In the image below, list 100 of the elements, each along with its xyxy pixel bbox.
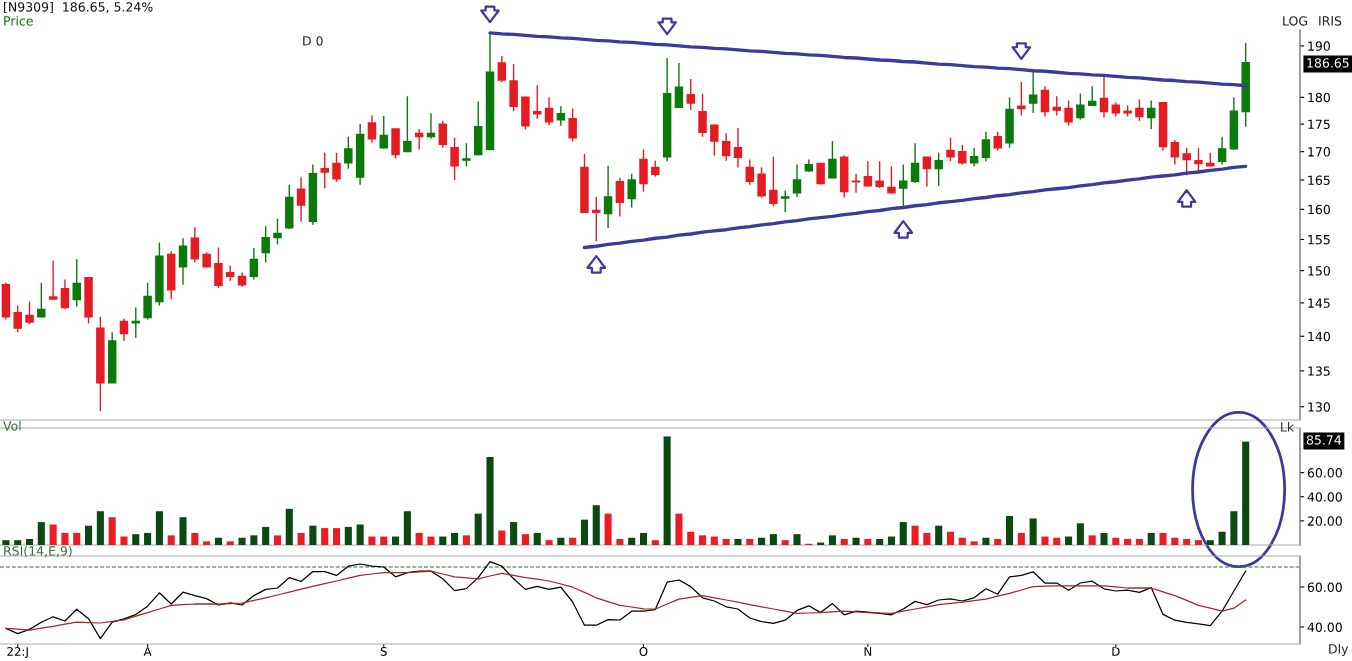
candlestick <box>249 247 259 281</box>
bar <box>262 526 270 545</box>
bar <box>380 536 388 545</box>
bar <box>1159 532 1167 545</box>
bar <box>651 540 659 545</box>
candlestick <box>190 226 200 264</box>
bar <box>1112 537 1120 545</box>
y-tick-label: 175 <box>1308 119 1330 130</box>
candlestick <box>533 84 542 120</box>
y-tick-label: 60.00 <box>1307 582 1342 592</box>
bar <box>628 537 636 545</box>
bar <box>1218 531 1226 545</box>
y-axis-title: Lk <box>1281 421 1295 432</box>
candlestick <box>72 258 81 308</box>
y-tick-label: 40.00 <box>1307 492 1342 502</box>
candlestick <box>1087 85 1097 107</box>
bar <box>675 513 683 545</box>
bar <box>1124 538 1132 545</box>
bar <box>994 538 1002 545</box>
candlestick <box>379 115 388 149</box>
line-series <box>488 31 1248 88</box>
candlestick <box>674 62 684 109</box>
candlestick <box>450 137 459 181</box>
candlestick <box>497 55 507 83</box>
candlestick <box>1099 75 1109 119</box>
candlestick <box>1028 69 1038 114</box>
bar <box>1053 537 1061 545</box>
bar <box>214 537 222 545</box>
bar <box>321 528 329 545</box>
bar <box>132 534 140 545</box>
candlestick <box>1170 139 1180 166</box>
candlestick <box>25 300 34 325</box>
bar <box>498 530 506 545</box>
candlestick <box>686 78 695 111</box>
candlestick <box>887 165 896 195</box>
text: 186.65 <box>1307 58 1349 68</box>
candlestick <box>958 144 967 166</box>
bar <box>73 532 81 545</box>
bar <box>769 534 777 545</box>
bar <box>1135 538 1143 545</box>
bar <box>663 436 671 545</box>
bar <box>923 532 931 545</box>
bar <box>1171 537 1179 545</box>
bar <box>887 536 895 545</box>
bar <box>108 517 116 545</box>
candlestick <box>273 218 282 246</box>
bar <box>403 511 411 545</box>
text: Dly <box>1329 643 1349 657</box>
candlestick <box>851 173 861 194</box>
bar <box>557 537 565 545</box>
bar <box>793 534 801 545</box>
bar <box>226 541 234 545</box>
candlestick <box>544 96 554 126</box>
bar <box>946 531 955 545</box>
bar <box>179 517 187 545</box>
candlestick <box>296 176 306 223</box>
candlestick <box>910 142 920 184</box>
candlestick <box>320 152 329 189</box>
bar <box>332 528 341 545</box>
bar <box>49 524 57 545</box>
bar <box>273 535 282 545</box>
bar <box>545 540 553 545</box>
candlestick <box>627 173 636 209</box>
x-tick-label: 22:J <box>7 646 28 659</box>
bar <box>569 537 577 545</box>
chart-title: [N9309] 186.65, 5.24% <box>4 1 153 14</box>
bar <box>911 525 919 545</box>
bar <box>1242 441 1250 545</box>
bar <box>533 532 541 545</box>
bar <box>1147 532 1155 545</box>
bar <box>935 525 943 545</box>
bar <box>840 538 848 545</box>
bar <box>1065 536 1073 545</box>
candlestick <box>792 163 802 198</box>
bar <box>2 540 10 545</box>
y-tick-label: 180 <box>1308 92 1330 103</box>
candlestick <box>733 127 743 169</box>
candlestick <box>969 147 979 167</box>
candlestick <box>367 114 377 144</box>
bar <box>368 536 376 545</box>
candlestick <box>934 152 943 187</box>
bar <box>510 522 518 545</box>
bar <box>1183 538 1191 545</box>
bar <box>781 540 789 545</box>
candlestick <box>438 120 448 149</box>
bar <box>592 505 600 545</box>
candlestick <box>769 155 778 208</box>
x-tick-label: D <box>1112 647 1120 656</box>
candlestick <box>1064 99 1073 127</box>
candlestick <box>143 282 152 321</box>
candlestick <box>592 196 601 243</box>
candlestick <box>60 278 70 310</box>
bar <box>1017 532 1025 545</box>
chart-title: Vol <box>3 420 21 431</box>
x-tick-label: A <box>143 647 152 656</box>
candlestick <box>721 132 731 162</box>
bar <box>699 535 707 545</box>
bar <box>250 535 258 545</box>
candlestick <box>899 163 908 208</box>
bar <box>876 538 884 545</box>
